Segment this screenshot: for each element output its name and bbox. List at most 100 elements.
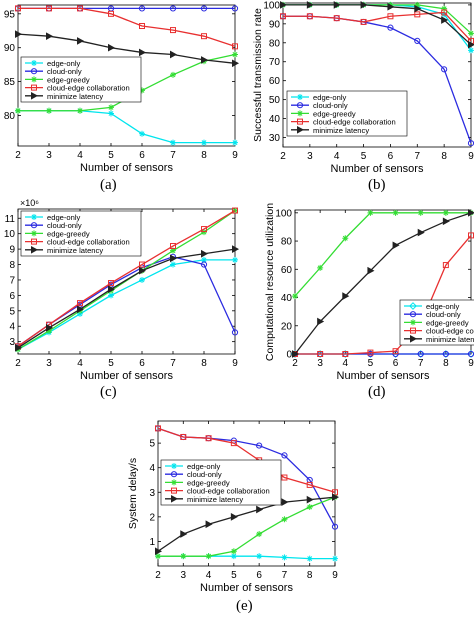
y-tick-label: 5 — [9, 306, 15, 317]
data-point — [342, 292, 350, 300]
data-point — [281, 498, 289, 506]
data-point — [77, 37, 85, 45]
y-tick-label: 80 — [4, 111, 16, 122]
y-tick-label: 3 — [9, 337, 15, 348]
data-point — [281, 452, 288, 459]
data-point — [387, 13, 394, 20]
data-point — [387, 2, 395, 11]
data-point — [280, 1, 288, 9]
y-tick-label: 100 — [275, 208, 292, 219]
data-point — [414, 4, 422, 13]
x-tick-label: 4 — [77, 358, 83, 369]
data-point — [306, 495, 314, 504]
data-point — [170, 254, 178, 263]
series-line — [158, 496, 336, 557]
legend-marker — [30, 222, 38, 229]
x-tick-label: 8 — [201, 150, 207, 161]
x-tick-label: 2 — [292, 358, 298, 369]
legend: edge-onlycloud-onlyedge-greedycloud-edge… — [286, 90, 408, 137]
y-tick-label: 50 — [269, 95, 281, 106]
data-point — [170, 243, 176, 250]
data-point — [317, 351, 324, 357]
data-point — [367, 349, 374, 356]
legend-label: edge-greedy — [47, 75, 90, 84]
data-point — [442, 262, 449, 269]
data-point — [360, 1, 368, 9]
data-point — [155, 547, 163, 556]
x-tick-label: 2 — [155, 570, 161, 581]
x-tick-label: 5 — [108, 358, 114, 369]
series-line — [294, 212, 472, 355]
x-tick-label: 8 — [443, 358, 449, 369]
data-point — [139, 87, 145, 94]
data-point — [232, 207, 238, 214]
series-line — [17, 259, 235, 350]
data-point — [15, 107, 21, 114]
series-minimize-latency — [280, 1, 474, 49]
data-point — [414, 11, 421, 18]
x-tick-label: 9 — [332, 570, 338, 581]
data-point — [138, 5, 146, 12]
data-point — [392, 241, 400, 250]
y-tick-label: 4 — [9, 322, 15, 333]
data-point — [332, 555, 338, 562]
legend-label: minimize latency — [47, 246, 103, 255]
data-point — [232, 51, 238, 58]
data-point — [441, 5, 448, 12]
legend-marker — [31, 245, 39, 254]
data-point — [441, 66, 448, 73]
y-tick-label: 10 — [4, 229, 16, 240]
data-point — [15, 343, 23, 352]
legend-marker — [171, 463, 177, 469]
legend-marker — [410, 334, 418, 343]
data-point — [46, 107, 52, 114]
data-point — [170, 139, 176, 146]
data-point — [139, 48, 147, 57]
data-point — [442, 217, 450, 226]
y-tick-label: 1 — [149, 537, 155, 548]
data-point — [46, 5, 52, 12]
data-point — [200, 261, 208, 268]
series-line — [17, 210, 236, 350]
data-point — [170, 71, 176, 78]
data-point — [231, 5, 239, 12]
x-tick-label: 6 — [256, 570, 262, 581]
y-tick-label: 80 — [269, 38, 281, 49]
data-point — [442, 209, 449, 216]
x-tick-label: 8 — [441, 151, 447, 162]
legend-label: cloud-only — [426, 310, 461, 319]
data-point — [306, 13, 313, 20]
data-point — [46, 327, 52, 334]
x-axis-label: Number of sensors — [200, 582, 293, 594]
y-tick-label: 85 — [4, 77, 16, 88]
data-point — [417, 228, 425, 237]
data-point — [256, 531, 263, 538]
y-tick-label: 30 — [269, 133, 281, 144]
legend-marker — [410, 327, 416, 334]
x-tick-label: 7 — [415, 151, 421, 162]
y-tick-label: 6 — [9, 291, 15, 302]
data-point — [414, 37, 421, 44]
data-point — [201, 249, 209, 258]
data-point — [155, 553, 161, 560]
x-tick-label: 7 — [170, 150, 176, 161]
data-point — [180, 530, 188, 538]
y-tick-label: 60 — [269, 76, 281, 87]
legend-marker — [409, 311, 417, 318]
data-point — [306, 504, 313, 511]
x-tick-label: 6 — [388, 151, 394, 162]
y-exponent-label: ×10⁶ — [20, 198, 39, 208]
legend-label: edge-greedy — [313, 109, 356, 118]
data-point — [367, 209, 374, 216]
data-point — [170, 50, 178, 59]
data-point — [139, 130, 145, 137]
data-point — [331, 523, 339, 530]
x-tick-label: 5 — [108, 150, 114, 161]
chart-b: 2 3 4 5 6 7 8 9 30 40 50 60 70 80 90 100 Number of senso… — [252, 0, 474, 175]
data-point — [230, 513, 238, 521]
data-point — [205, 553, 212, 560]
legend: edge-onlycloud-onlyedge-greedycloud-edge… — [160, 459, 282, 506]
y-tick-label: 70 — [269, 57, 281, 68]
data-point — [342, 351, 349, 357]
